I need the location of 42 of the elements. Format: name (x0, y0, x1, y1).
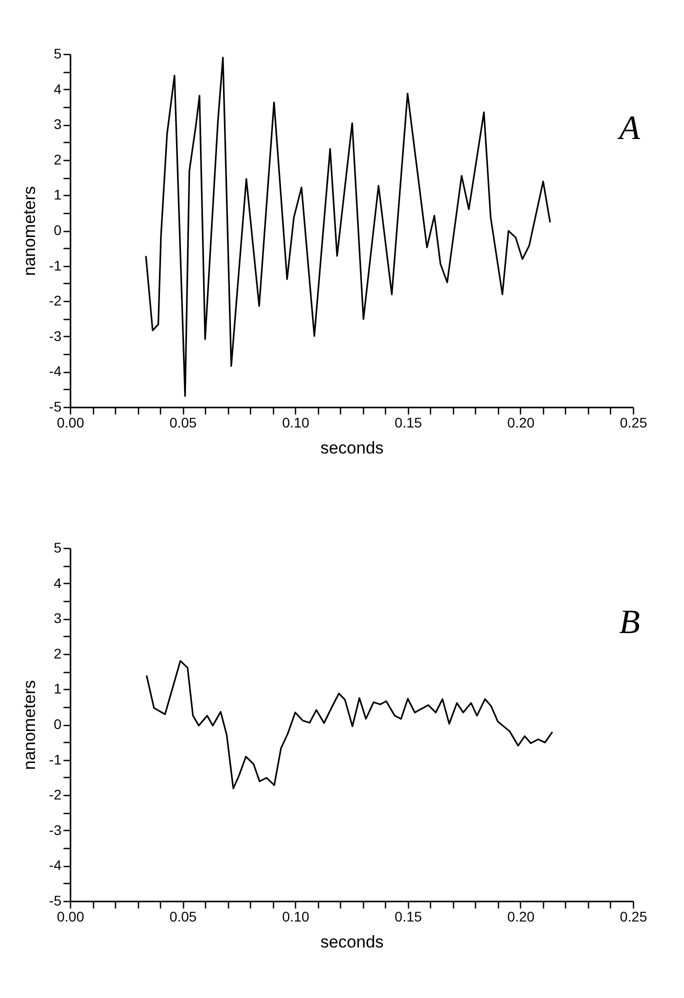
y-tick-label: 1 (54, 680, 62, 697)
y-tick-label: 4 (54, 80, 62, 97)
y-tick-label: 0 (54, 716, 62, 732)
y-tick-label: -2 (49, 786, 62, 803)
x-tick-label: 0.20 (507, 908, 535, 924)
x-tick-label: 0.15 (394, 414, 422, 430)
line-series (145, 56, 551, 397)
x-tick-label: 0.05 (169, 414, 197, 430)
y-tick-label: 2 (54, 645, 62, 662)
x-tick-label: 0.00 (56, 908, 84, 924)
annotation: B (619, 604, 640, 641)
x-axis-title: seconds (320, 932, 384, 952)
y-axis-title: nanometers (20, 186, 40, 276)
y-tick-label: -2 (49, 292, 62, 309)
x-tick-label: 0.10 (282, 908, 310, 924)
x-tick-label: 0.25 (620, 414, 648, 430)
line-series (146, 660, 554, 790)
annotation: A (617, 110, 640, 147)
x-tick-label: 0.20 (507, 414, 535, 430)
y-tick-label: 3 (54, 116, 62, 132)
y-tick-label: -4 (49, 857, 62, 874)
y-tick-label: -3 (49, 328, 62, 344)
y-tick-label: 4 (54, 574, 62, 591)
x-tick-label: 0.25 (620, 908, 648, 924)
x-tick-label: 0.10 (282, 414, 310, 430)
y-tick-label: -1 (49, 257, 62, 274)
y-tick-label: 5 (54, 46, 62, 62)
y-tick-label: 2 (54, 151, 62, 168)
y-tick-label: -1 (49, 751, 62, 768)
x-tick-label: 0.00 (56, 414, 84, 430)
y-tick-label: -5 (49, 398, 62, 414)
y-tick-label: 3 (54, 610, 62, 626)
x-tick-label: 0.05 (169, 908, 197, 924)
y-axis-title: nanometers (20, 680, 40, 770)
x-tick-label: 0.15 (394, 908, 422, 924)
y-tick-label: -3 (49, 822, 62, 838)
x-axis-title: seconds (320, 438, 384, 458)
y-tick-label: 1 (54, 186, 62, 203)
y-tick-label: -5 (49, 892, 62, 908)
y-tick-label: -4 (49, 363, 62, 380)
y-tick-label: 0 (54, 222, 62, 238)
y-tick-label: 5 (54, 540, 62, 556)
